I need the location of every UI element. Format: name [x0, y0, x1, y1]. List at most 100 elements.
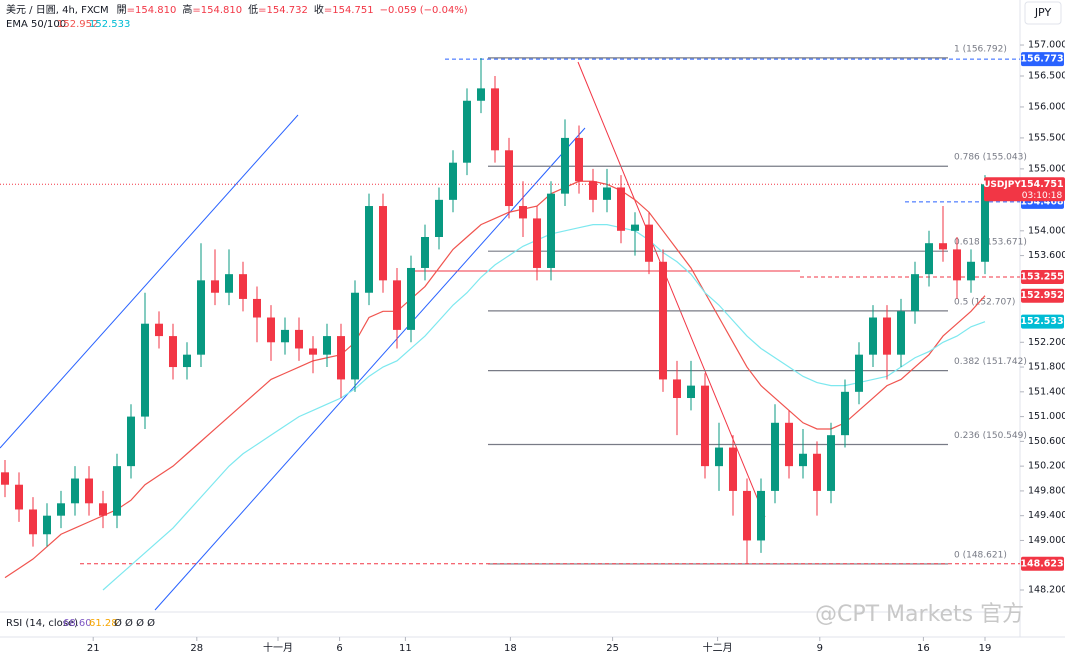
- y-tick-label: 156.000: [1028, 101, 1065, 112]
- candle-body: [477, 88, 485, 101]
- candle-body: [687, 385, 695, 399]
- candle-body: [15, 484, 23, 510]
- candle-body: [589, 181, 597, 200]
- candle-body: [715, 447, 723, 467]
- candle-body: [309, 348, 317, 355]
- y-tick-label: 149.400: [1028, 510, 1065, 521]
- fib-label: 1 (156.792): [954, 44, 1007, 54]
- candle-body: [183, 354, 191, 368]
- ema-line: [4, 180, 986, 579]
- candle-body: [365, 206, 373, 293]
- y-tick-label: 148.200: [1028, 584, 1065, 595]
- y-tick-label: 150.200: [1028, 461, 1065, 472]
- candle-body: [603, 187, 611, 200]
- candle-body: [197, 280, 205, 355]
- ema-value: 152.952: [57, 19, 98, 30]
- rsi-value: 61.28: [89, 618, 118, 629]
- candle-body: [827, 435, 835, 491]
- ohlc-label: 開: [117, 4, 127, 16]
- fib-label: 0.5 (152.707): [954, 297, 1015, 307]
- candle-body: [169, 336, 177, 368]
- candle-body: [729, 447, 737, 491]
- candle-body: [57, 503, 65, 516]
- candle-body: [127, 416, 135, 467]
- rsi-value: 68.60: [63, 618, 92, 629]
- x-tick-label: 21: [87, 643, 100, 654]
- ohlc-label: 低: [248, 3, 258, 16]
- candle-body: [911, 274, 919, 312]
- y-tick-label: 151.000: [1028, 411, 1065, 422]
- candle-body: [673, 379, 681, 399]
- x-tick-label: 11: [399, 643, 412, 654]
- y-tick-label: 149.800: [1028, 485, 1065, 496]
- currency: JPY: [1034, 6, 1052, 19]
- x-tick-label: 25: [606, 643, 619, 654]
- candle-body: [253, 298, 261, 318]
- fib-label: 0.786 (155.043): [954, 153, 1027, 163]
- x-tick-label: 十二月: [703, 641, 733, 654]
- candle-body: [841, 391, 849, 436]
- candle-body: [267, 317, 275, 343]
- y-tick-label: 153.600: [1028, 250, 1065, 261]
- candle-body: [1, 472, 9, 485]
- candle-body: [379, 206, 387, 281]
- x-tick-label: 19: [979, 643, 992, 654]
- candle-body: [239, 274, 247, 299]
- candle-body: [631, 224, 639, 231]
- candle-body: [491, 88, 499, 151]
- candle-body: [323, 336, 331, 355]
- price-badge-label: 156.773: [1020, 54, 1063, 65]
- price-badge: [1021, 556, 1064, 571]
- candle-body: [141, 323, 149, 417]
- price-badge: [1021, 288, 1064, 303]
- watermark: @CPT Markets 官方: [815, 602, 1024, 627]
- candle-body: [211, 280, 219, 293]
- candle-body: [463, 100, 471, 163]
- x-tick-label: 6: [336, 643, 342, 654]
- rsi-label: RSI (14, close): [6, 618, 78, 629]
- ohlc-value: =154.810: [192, 5, 242, 16]
- rsi-value: Ø Ø Ø Ø: [114, 617, 155, 629]
- y-tick-label: 150.600: [1028, 436, 1065, 447]
- countdown: 03:10:18: [1022, 191, 1063, 201]
- candle-body: [29, 509, 37, 535]
- y-tick-label: 156.500: [1028, 70, 1065, 81]
- y-tick-label: 155.500: [1028, 132, 1065, 143]
- candle-body: [85, 478, 93, 504]
- fib-label: 0 (148.621): [954, 550, 1007, 560]
- y-tick-label: 151.400: [1028, 386, 1065, 397]
- price-badge-label: 148.623: [1020, 558, 1063, 569]
- ema-label: EMA 50/100: [6, 19, 66, 30]
- candle-body: [743, 490, 751, 541]
- x-tick-label: 9: [817, 643, 823, 654]
- currency-box[interactable]: [1024, 1, 1062, 25]
- candle-body: [421, 237, 429, 268]
- candle-body: [645, 224, 653, 262]
- x-tick-label: 18: [504, 643, 517, 654]
- candle-body: [337, 336, 345, 380]
- y-tick-label: 155.000: [1028, 163, 1065, 174]
- price-badge-label: 152.533: [1020, 316, 1063, 327]
- last-price-label: 154.751: [1020, 179, 1063, 190]
- fib-label: 0.618 (153.671): [954, 238, 1027, 248]
- candle-body: [855, 354, 863, 392]
- candle-body: [407, 267, 415, 330]
- price-badge: [1021, 269, 1064, 284]
- candle-body: [99, 503, 107, 516]
- candle-body: [43, 515, 51, 535]
- channel-upper: [0, 114, 299, 449]
- candle-body: [869, 317, 877, 355]
- fib-label: 0.382 (151.742): [954, 357, 1027, 367]
- change: −0.059 (−0.04%): [380, 5, 468, 16]
- downtrend-line: [577, 61, 766, 518]
- candle-body: [351, 292, 359, 380]
- ohlc-label: 高: [182, 3, 192, 16]
- candle-body: [701, 385, 709, 467]
- ohlc-value: =154.751: [324, 5, 374, 16]
- candle-body: [575, 137, 583, 182]
- last-price-name: USDJPY: [983, 180, 1021, 190]
- candle-body: [939, 243, 947, 250]
- candle-body: [771, 422, 779, 491]
